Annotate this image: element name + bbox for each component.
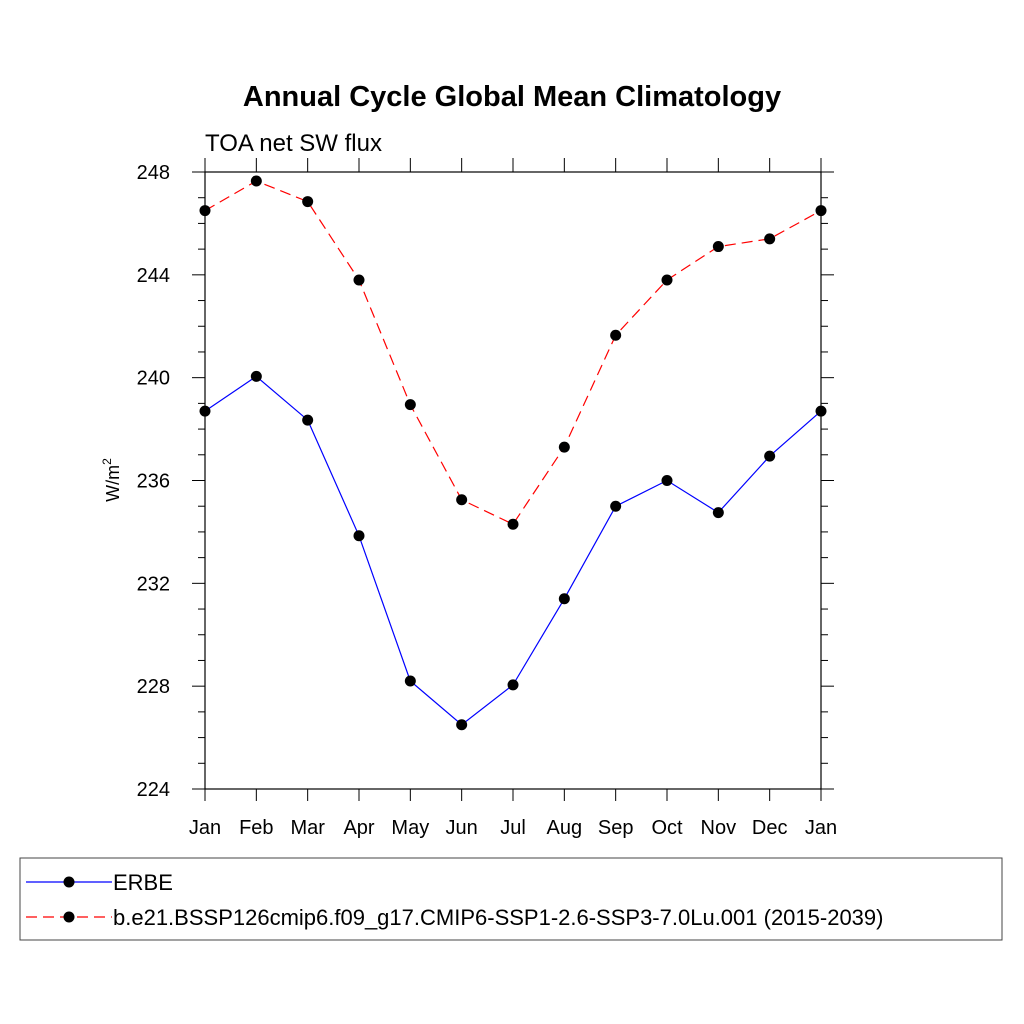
data-point-1 (353, 274, 365, 286)
y-tick-label: 236 (137, 471, 170, 493)
y-tick-label: 232 (137, 573, 170, 595)
y-axis-label-superscript: 2 (100, 458, 114, 465)
data-point-1 (456, 494, 468, 506)
data-point-1 (815, 205, 827, 217)
data-point-1 (199, 205, 211, 217)
y-tick-label: 244 (137, 265, 170, 287)
data-point-1 (507, 518, 519, 530)
data-point-0 (610, 500, 622, 512)
legend-marker-erbe (63, 876, 75, 888)
y-tick-labels: 224 228 232 236 240 244 248 (137, 162, 170, 801)
data-point-0 (456, 719, 468, 731)
data-point-0 (302, 414, 314, 426)
data-point-0 (404, 675, 416, 687)
chart-title: Annual Cycle Global Mean Climatology (243, 81, 781, 113)
data-point-1 (302, 196, 314, 208)
y-axis-label: W/m2 (100, 458, 123, 502)
x-tick-label: Jun (446, 817, 478, 839)
data-point-0 (199, 405, 211, 417)
y-tick-label: 240 (137, 368, 170, 390)
legend: ERBE b.e21.BSSP126cmip6.f09_g17.CMIP6-SS… (19, 857, 1003, 941)
x-tick-labels: Jan Feb Mar Apr May Jun Jul Aug Sep Oct Nov Dec Jan (189, 817, 837, 839)
series-group (199, 175, 827, 731)
x-tick-label: May (391, 817, 429, 839)
plot-border (204, 171, 822, 790)
y-tick-label: 228 (137, 676, 170, 698)
data-point-1 (558, 441, 570, 453)
x-tick-label: Jan (805, 817, 837, 839)
tick-marks (192, 158, 834, 801)
data-point-0 (712, 507, 724, 519)
data-point-1 (250, 175, 262, 187)
legend-label-model: b.e21.BSSP126cmip6.f09_g17.CMIP6-SSP1-2.… (113, 905, 883, 930)
y-tick-label: 224 (137, 779, 170, 801)
data-point-1 (712, 241, 724, 253)
legend-entry-erbe: ERBE (26, 870, 173, 895)
legend-entry-model: b.e21.BSSP126cmip6.f09_g17.CMIP6-SSP1-2.… (26, 905, 883, 930)
data-point-0 (661, 475, 673, 486)
x-tick-label: Feb (239, 817, 273, 839)
y-axis-label-text: W/m (103, 465, 123, 502)
data-point-1 (661, 274, 673, 286)
x-tick-label: Dec (752, 817, 788, 839)
x-tick-label: Jan (189, 817, 221, 839)
legend-marker-model (63, 911, 75, 923)
data-point-0 (815, 405, 827, 417)
legend-label-erbe: ERBE (113, 870, 173, 895)
data-point-0 (507, 679, 519, 691)
x-tick-label: Aug (547, 817, 583, 839)
legend-box (19, 857, 1003, 941)
data-point-1 (610, 329, 622, 341)
data-point-0 (353, 530, 365, 542)
data-point-0 (764, 450, 776, 462)
y-tick-label: 248 (137, 162, 170, 184)
data-point-1 (764, 233, 776, 245)
plot-frame (204, 171, 822, 790)
chart-subtitle: TOA net SW flux (205, 130, 382, 157)
data-point-0 (250, 370, 262, 382)
data-point-1 (404, 399, 416, 411)
x-tick-label: Nov (701, 817, 737, 839)
x-tick-label: Oct (651, 817, 683, 839)
x-tick-label: Jul (500, 817, 526, 839)
data-point-0 (558, 593, 570, 605)
series-line-1 (204, 180, 822, 525)
x-tick-label: Apr (343, 817, 374, 839)
x-tick-label: Mar (290, 817, 325, 839)
x-tick-label: Sep (598, 817, 634, 839)
series-line-0 (204, 375, 822, 726)
